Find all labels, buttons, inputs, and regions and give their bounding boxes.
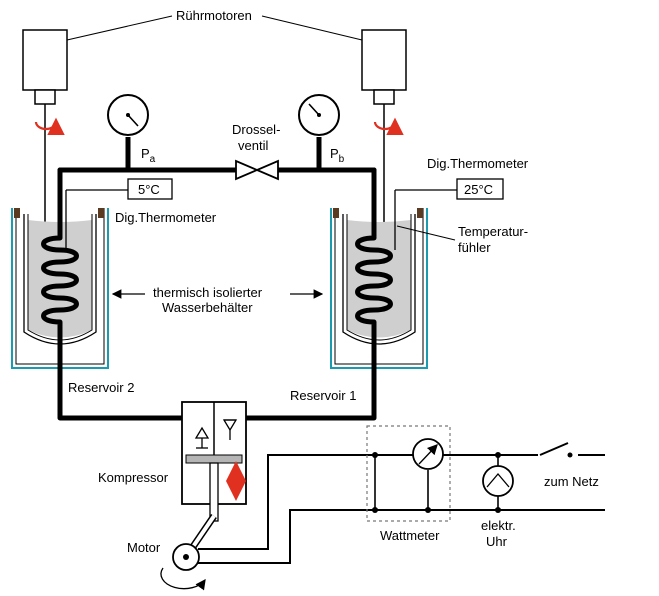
wattmeter-box [366, 425, 451, 522]
motor-wire-lower [198, 509, 375, 564]
motor-rotation-arrow-icon [160, 567, 206, 591]
temp-display-right [456, 178, 504, 200]
electric-clock-label-1: elektr. [481, 518, 516, 533]
insulated-container-label-1: thermisch isolierter [153, 285, 263, 300]
temp-value-right: 25°C [464, 182, 493, 197]
reservoir-1-label: Reservoir 1 [290, 388, 356, 403]
pb-label: Pb [330, 146, 345, 165]
pressure-gauge-a [107, 94, 149, 170]
throttle-valve-icon [235, 159, 279, 181]
temperature-sensor-label-2: fühler [458, 240, 491, 255]
dig-thermometer-right-label: Dig.Thermometer [427, 156, 529, 171]
to-grid-label: zum Netz [544, 474, 599, 489]
wattmeter-gauge-icon [412, 438, 444, 470]
stirring-motor-right [361, 29, 407, 250]
reservoir-2-label: Reservoir 2 [68, 380, 134, 395]
stirring-motors-leader-left [66, 15, 173, 41]
motor-label: Motor [127, 540, 161, 555]
pa-label: Pa [141, 146, 156, 165]
electric-clock-label-2: Uhr [486, 534, 508, 549]
rotation-arrow-right-icon [373, 117, 404, 136]
pressure-gauge-b [298, 94, 340, 170]
pipe-bottom-left [57, 337, 185, 421]
temperature-sensor-label-1: Temperatur- [458, 224, 528, 239]
coil-left [41, 167, 79, 343]
pipe-bottom-right [243, 337, 377, 421]
compressor [181, 401, 247, 559]
electric-clock-icon [482, 465, 514, 497]
coil-right [355, 167, 393, 343]
throttle-valve-label-2: ventil [238, 138, 268, 153]
water-right [347, 220, 411, 338]
stirring-motor-left [22, 29, 68, 250]
dig-thermometer-left-label: Dig.Thermometer [115, 210, 217, 225]
mains-switch-icon [538, 442, 578, 461]
motor [172, 543, 200, 571]
motor-wire-upper [198, 454, 375, 550]
wattmeter-label: Wattmeter [380, 528, 440, 543]
temp-value-left: 5°C [138, 182, 160, 197]
insulated-container-label-2: Wasserbehälter [162, 300, 253, 315]
temp-display-left [127, 178, 173, 200]
compressor-label: Kompressor [98, 470, 169, 485]
throttle-valve-label-1: Drossel- [232, 122, 280, 137]
stirring-motors-label: Rührmotoren [176, 8, 252, 23]
temperature-sensor-leader [396, 225, 456, 241]
rotation-arrow-left-icon [34, 117, 65, 136]
stirring-motors-leader-right [261, 15, 363, 41]
